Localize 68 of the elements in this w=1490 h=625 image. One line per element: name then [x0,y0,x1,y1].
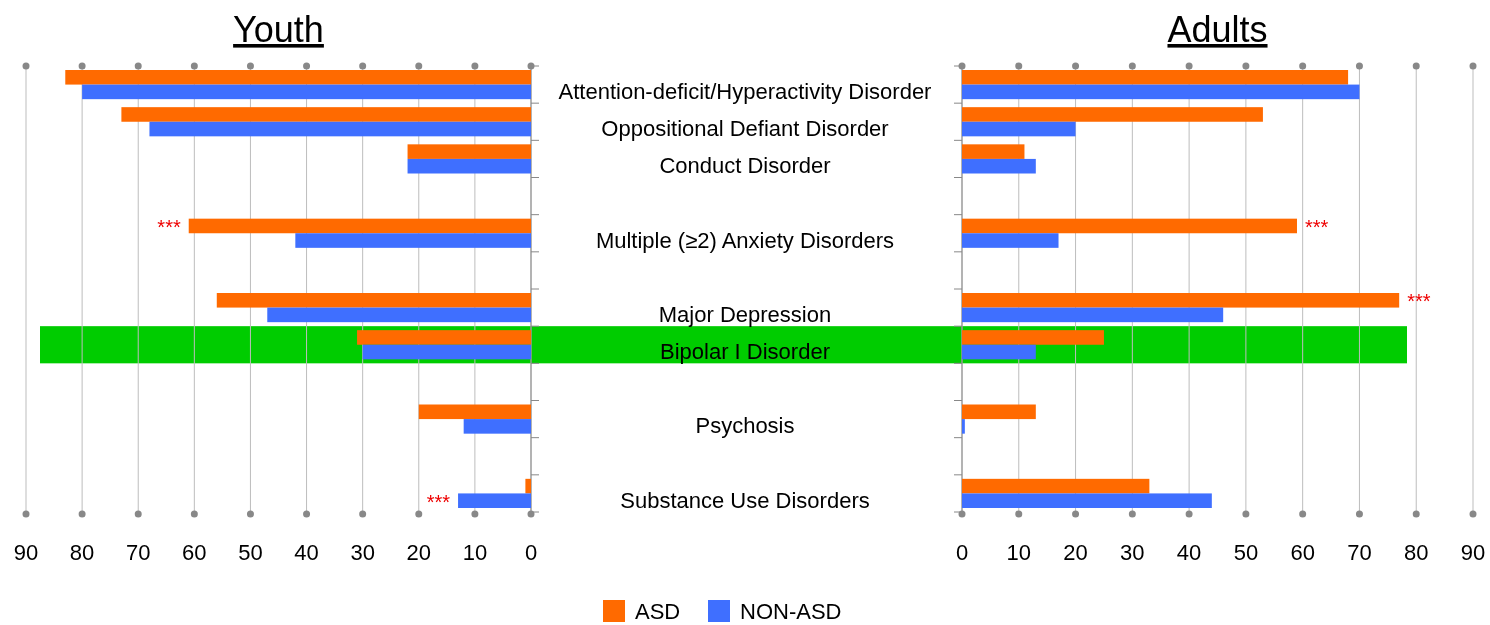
chart-title: Youth [233,9,324,50]
y-tick-label: Major Depression [658,301,832,327]
x-tick-label: 80 [69,540,95,565]
bar [962,144,1025,159]
bar [962,70,1349,85]
x-tick-label: 0 [524,540,538,565]
bar [362,344,531,360]
x-tick-label: 20 [406,540,432,565]
bar [962,233,1059,248]
bar [82,84,531,100]
bar [463,419,531,434]
bar [188,218,531,234]
bar [149,121,531,137]
bar [962,330,1104,345]
bar [962,107,1263,122]
y-tick-label: Attention-deficit/Hyperactivity Disorder [558,78,932,104]
y-tick-label: Oppositional Defiant Disorder [601,116,889,142]
bar [962,404,1036,420]
x-tick-label: 20 [1063,540,1088,565]
bar [418,404,531,420]
y-tick-label: Multiple (≥2) Anxiety Disorders [595,227,895,253]
x-tick-label: 30 [350,540,375,565]
bar [407,158,531,174]
x-tick-label: 0 [955,540,969,565]
x-tick-label: 70 [125,540,151,565]
bar [458,493,531,508]
bar [267,307,531,323]
x-tick-label: 80 [1403,540,1429,565]
bar [121,107,531,122]
bar [962,121,1076,137]
annotation: *** [1407,290,1431,313]
bar [962,218,1297,234]
x-tick-label: 30 [1120,540,1145,565]
bar [525,478,531,494]
y-tick-label: Bipolar I Disorder [660,339,830,365]
bar [962,293,1400,308]
bar [962,84,1360,100]
x-tick-label: 10 [1006,540,1032,565]
bar [962,307,1224,323]
legend-label: NON-ASD [740,599,842,624]
y-tick-label: Substance Use Disorders [620,487,870,513]
x-tick-label: 50 [1233,540,1259,565]
x-tick-label: 40 [294,540,319,565]
x-tick-label: 10 [462,540,488,565]
x-tick-label: 40 [1176,540,1202,565]
bar [962,158,1036,174]
annotation: *** [157,215,181,238]
y-tick-label: Conduct Disorder [659,153,831,179]
bar [962,419,965,434]
bar [962,493,1212,508]
legend-label: ASD [635,599,681,624]
bar [65,70,531,85]
x-tick-label: 60 [182,540,207,565]
bar [407,144,531,159]
x-tick-label: 70 [1347,540,1372,565]
chart-title: Adults [1167,9,1268,50]
x-tick-label: 90 [1460,540,1486,565]
x-tick-label: 60 [1290,540,1315,565]
x-tick-label: 50 [238,540,263,565]
annotation: *** [1304,215,1329,238]
x-tick-label: 90 [13,540,39,565]
bar [962,344,1036,360]
bar [216,293,531,308]
y-tick-label: Psychosis [695,413,795,439]
bar [962,478,1150,494]
bar [295,233,531,248]
annotation: *** [426,490,451,513]
bar [357,330,531,345]
